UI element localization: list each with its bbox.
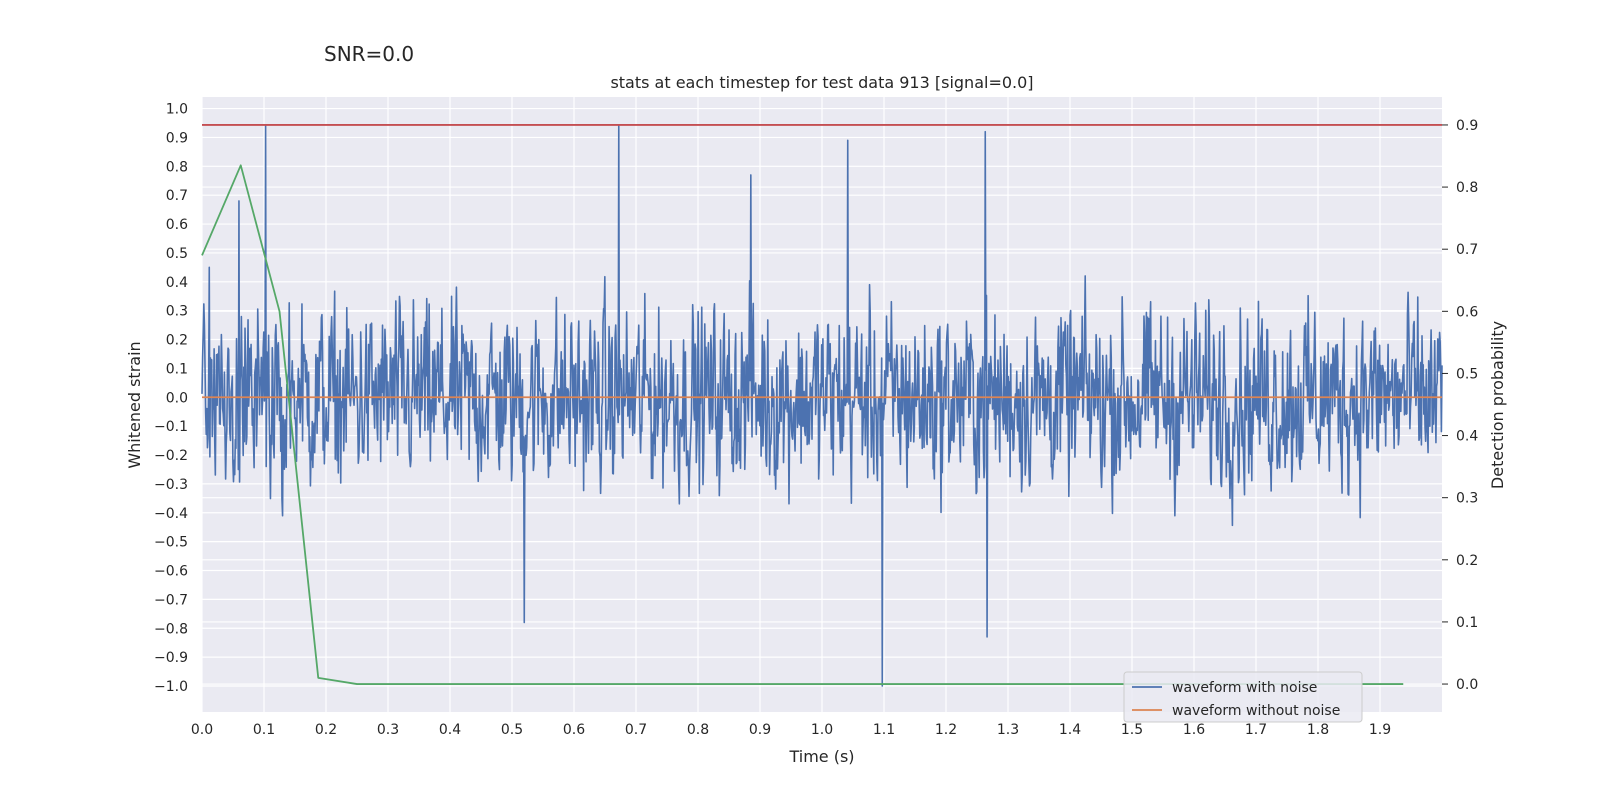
y2-ticks: 0.9 0.8 0.7 0.6 0.5 0.4 0.3 0.2 0.1 0.0: [1442, 118, 1478, 693]
y2-tick-label: 0.5: [1456, 366, 1478, 382]
x-tick-label: 1.3: [997, 722, 1019, 738]
x-tick-label: 0.1: [253, 722, 275, 738]
x-tick-label: 0.2: [315, 722, 337, 738]
y-tick-label: −0.1: [154, 419, 188, 435]
y-tick-label: −0.8: [154, 621, 188, 637]
x-tick-label: 1.5: [1121, 722, 1143, 738]
y-tick-label: −0.3: [154, 477, 188, 493]
y-tick-label: −1.0: [154, 679, 188, 695]
x-axis-label: Time (s): [788, 747, 854, 766]
y2-tick-label: 0.2: [1456, 553, 1478, 569]
legend: waveform with noise waveform without nois…: [1123, 671, 1363, 723]
y2-tick-label: 0.1: [1456, 615, 1478, 631]
x-tick-label: 1.7: [1245, 722, 1267, 738]
x-ticks: 0.0 0.1 0.2 0.3 0.4 0.5 0.6 0.7 0.8 0.9 1.0 1.1 1.2 1…: [191, 722, 1391, 738]
x-tick-label: 1.4: [1059, 722, 1081, 738]
x-tick-label: 0.9: [749, 722, 771, 738]
y2-axis-label: Detection probability: [1488, 321, 1507, 489]
y-axis-label: Whitened strain: [125, 341, 144, 468]
y-tick-label: −0.2: [154, 448, 188, 464]
y2-tick-label: 0.4: [1456, 429, 1478, 445]
y2-tick-label: 0.6: [1456, 304, 1478, 320]
y-tick-label: 0.8: [166, 159, 188, 175]
x-tick-label: 1.6: [1183, 722, 1205, 738]
y-tick-label: −0.6: [154, 564, 188, 580]
y-tick-label: 0.2: [166, 333, 188, 349]
y2-tick-label: 0.8: [1456, 180, 1478, 196]
y-tick-label: −0.4: [154, 506, 188, 522]
y-tick-label: 0.1: [166, 361, 188, 377]
legend-label: waveform with noise: [1172, 680, 1317, 696]
x-tick-label: 0.0: [191, 722, 213, 738]
x-tick-label: 1.0: [811, 722, 833, 738]
x-tick-label: 1.8: [1307, 722, 1329, 738]
y-tick-label: −0.9: [154, 650, 188, 666]
y-tick-label: 0.6: [166, 217, 188, 233]
y-tick-label: 0.5: [166, 246, 188, 262]
y-tick-label: −0.5: [154, 535, 188, 551]
x-tick-label: 1.9: [1369, 722, 1391, 738]
y2-tick-label: 0.9: [1456, 118, 1478, 134]
y-tick-label: 0.7: [166, 188, 188, 204]
y2-tick-label: 0.7: [1456, 242, 1478, 258]
y-ticks: 1.0 0.9 0.8 0.7 0.6 0.5 0.4 0.3 0.2 0.1 0.0 −0.1 −0.…: [154, 102, 188, 695]
y-tick-label: 0.3: [166, 304, 188, 320]
figure-suptitle: SNR=0.0: [324, 42, 415, 66]
y2-tick-label: 0.0: [1456, 677, 1478, 693]
y-tick-label: 0.0: [166, 390, 188, 406]
x-tick-label: 0.7: [625, 722, 647, 738]
y-tick-label: −0.7: [154, 592, 188, 608]
y2-tick-label: 0.3: [1456, 491, 1478, 507]
x-tick-label: 0.6: [563, 722, 585, 738]
x-tick-label: 1.2: [935, 722, 957, 738]
y-tick-label: 1.0: [166, 102, 188, 118]
x-tick-label: 1.1: [873, 722, 895, 738]
x-tick-label: 0.4: [439, 722, 461, 738]
y-tick-label: 0.9: [166, 130, 188, 146]
x-tick-label: 0.3: [377, 722, 399, 738]
y-tick-label: 0.4: [166, 275, 188, 291]
legend-box: [1123, 671, 1363, 723]
waveform-with-noise-line: [201, 125, 1443, 687]
x-tick-label: 0.8: [687, 722, 709, 738]
x-tick-label: 0.5: [501, 722, 523, 738]
legend-label: waveform without noise: [1172, 703, 1340, 719]
chart-title: stats at each timestep for test data 913…: [610, 73, 1033, 92]
